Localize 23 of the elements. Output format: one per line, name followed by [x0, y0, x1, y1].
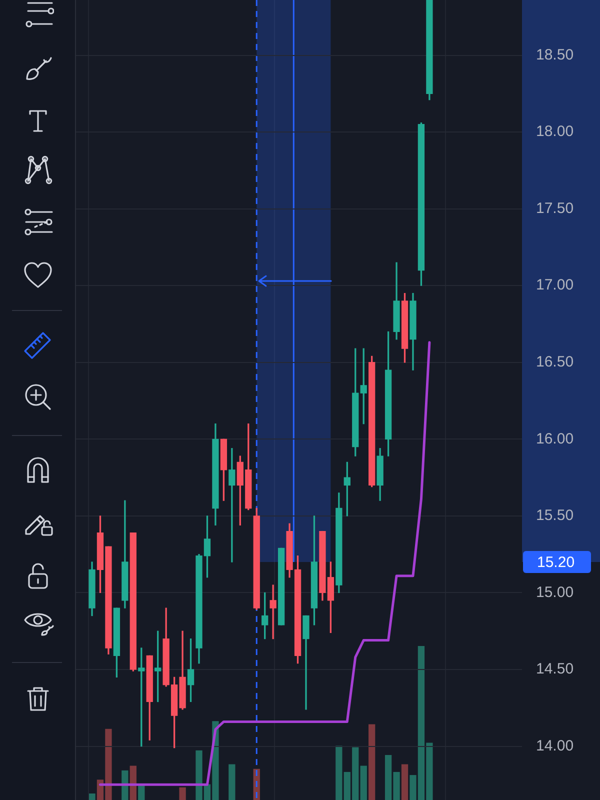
- bar: [368, 724, 376, 800]
- y-tick-label: 16.50: [536, 354, 574, 371]
- y-tick-label: 15.50: [536, 507, 574, 524]
- bar: [179, 787, 186, 800]
- bar: [130, 766, 136, 800]
- y-tick-label: 18.50: [536, 46, 574, 64]
- y-tick-label: 14.00: [536, 737, 574, 754]
- y-tick-label: 18.00: [536, 123, 574, 140]
- bar: [401, 764, 408, 800]
- y-tick-label: 17.00: [536, 276, 574, 294]
- y-tick-label: 15.00: [536, 584, 574, 601]
- text: 15.20: [537, 554, 575, 572]
- candlestick: [228, 448, 236, 562]
- bar: [336, 746, 342, 800]
- y-tick-label: 14.50: [536, 660, 574, 678]
- candlestick: [270, 584, 276, 640]
- bar: [122, 770, 128, 800]
- y-tick-label: 16.00: [536, 430, 574, 448]
- bar: [88, 794, 96, 800]
- candlestick: [302, 615, 310, 710]
- bar: [360, 766, 367, 800]
- y-tick-label: 17.50: [536, 200, 574, 217]
- bar: [228, 764, 236, 800]
